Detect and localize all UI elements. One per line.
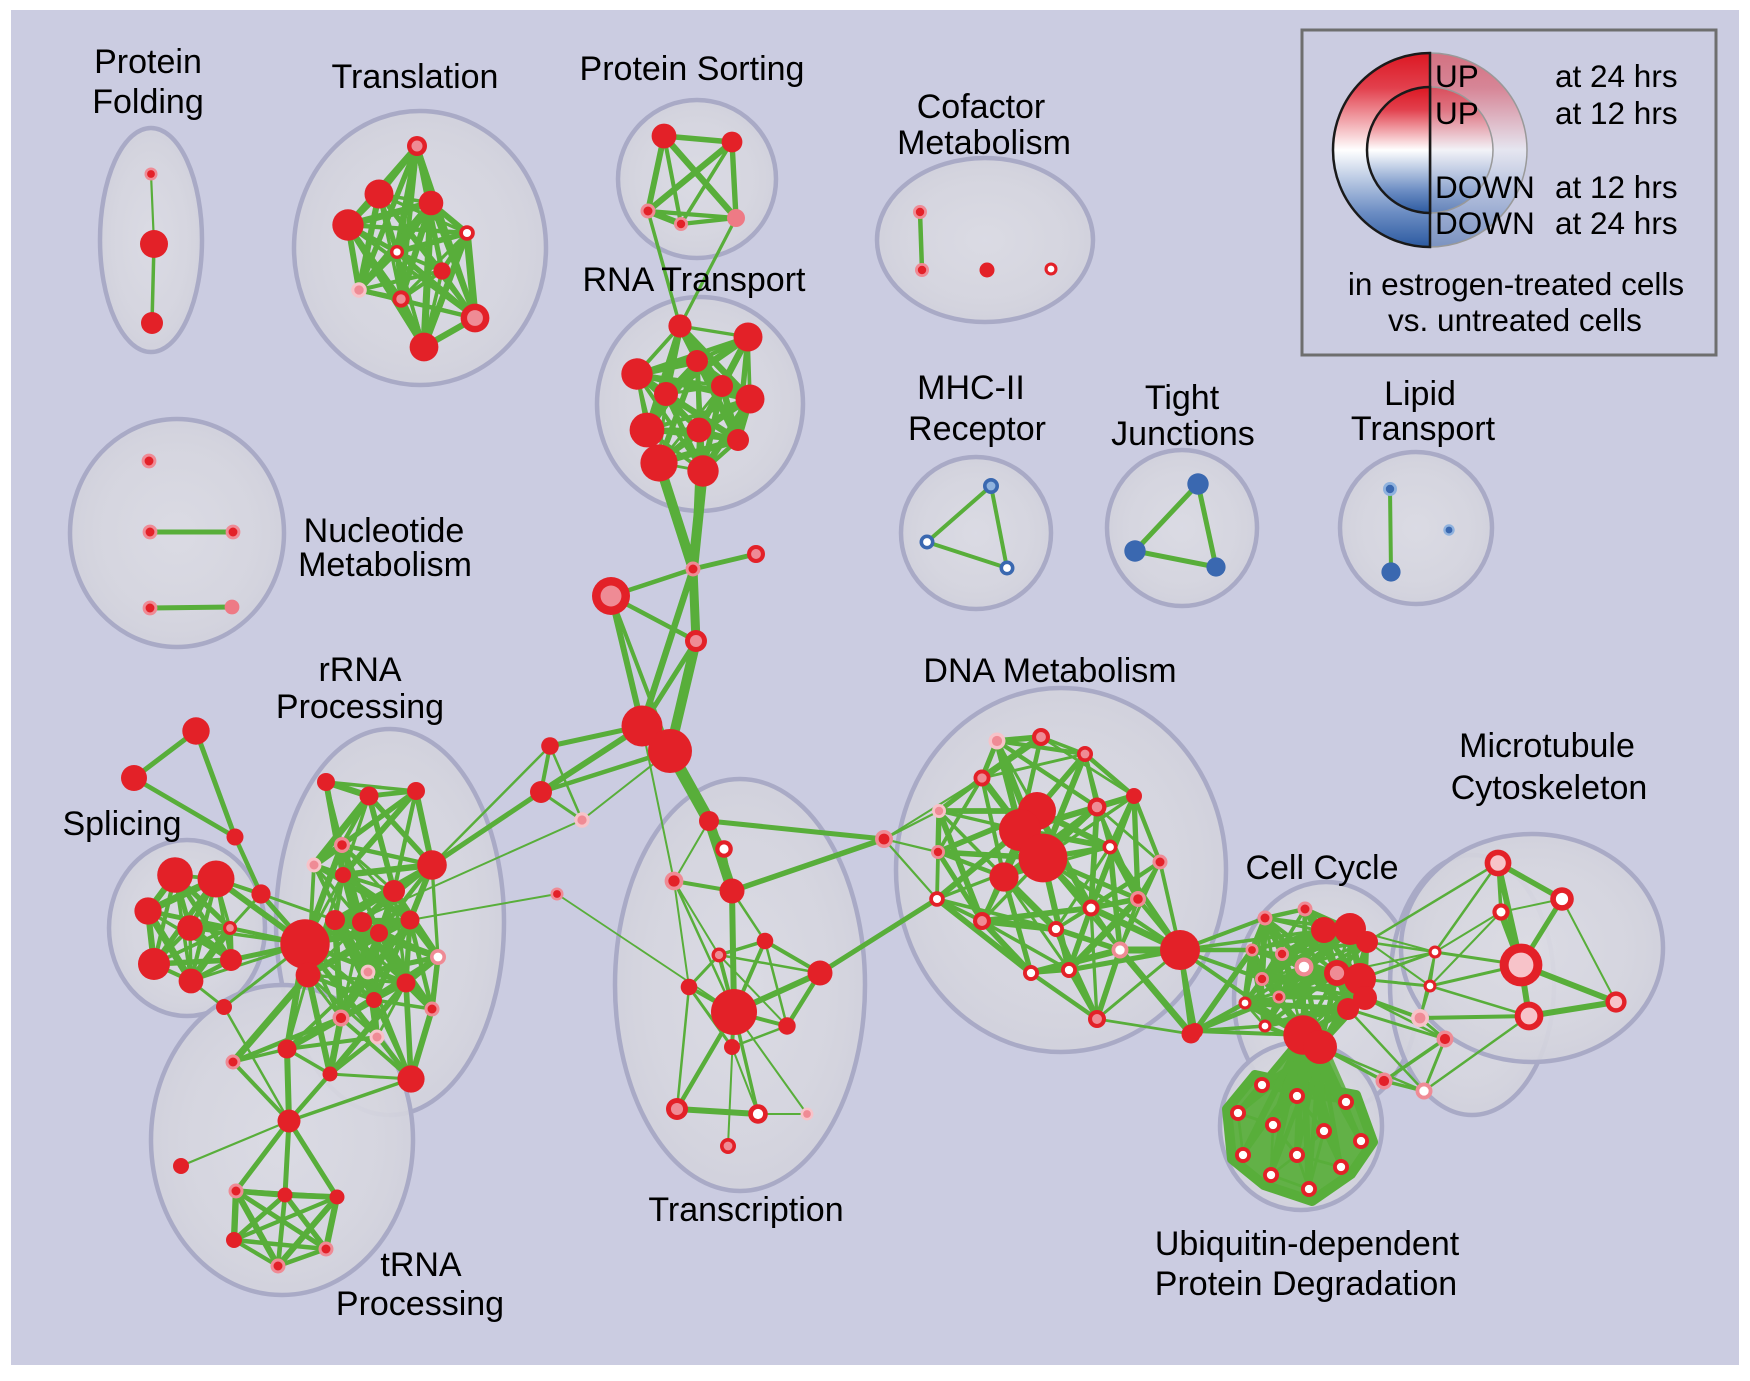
svg-text:Tight: Tight bbox=[1145, 379, 1220, 417]
svg-text:Receptor: Receptor bbox=[908, 410, 1046, 448]
svg-text:Protein Degradation: Protein Degradation bbox=[1155, 1265, 1457, 1303]
svg-text:Junctions: Junctions bbox=[1111, 415, 1255, 453]
svg-text:Protein Sorting: Protein Sorting bbox=[580, 50, 805, 88]
svg-text:Lipid: Lipid bbox=[1384, 375, 1456, 413]
svg-text:Translation: Translation bbox=[332, 58, 499, 96]
svg-text:at 12 hrs: at 12 hrs bbox=[1555, 95, 1678, 131]
svg-text:Transcription: Transcription bbox=[648, 1191, 843, 1229]
svg-text:Cytoskeleton: Cytoskeleton bbox=[1451, 769, 1648, 807]
svg-text:Cell Cycle: Cell Cycle bbox=[1245, 849, 1398, 887]
svg-text:Splicing: Splicing bbox=[62, 805, 181, 843]
svg-text:Nucleotide: Nucleotide bbox=[304, 512, 465, 550]
svg-text:tRNA: tRNA bbox=[380, 1246, 462, 1284]
svg-text:rRNA: rRNA bbox=[318, 651, 401, 689]
svg-text:Protein: Protein bbox=[94, 43, 202, 81]
svg-text:vs. untreated cells: vs. untreated cells bbox=[1388, 302, 1642, 338]
svg-text:UP: UP bbox=[1435, 58, 1479, 94]
svg-text:in estrogen-treated cells: in estrogen-treated cells bbox=[1348, 266, 1684, 302]
svg-text:Metabolism: Metabolism bbox=[298, 546, 472, 584]
svg-text:RNA Transport: RNA Transport bbox=[583, 261, 807, 299]
svg-text:DNA Metabolism: DNA Metabolism bbox=[923, 652, 1176, 690]
svg-text:DOWN: DOWN bbox=[1435, 205, 1535, 241]
svg-text:Metabolism: Metabolism bbox=[897, 124, 1071, 162]
svg-text:UP: UP bbox=[1435, 95, 1479, 131]
svg-text:Cofactor: Cofactor bbox=[917, 88, 1046, 126]
svg-text:Processing: Processing bbox=[336, 1285, 504, 1323]
svg-text:Transport: Transport bbox=[1351, 410, 1496, 448]
svg-text:DOWN: DOWN bbox=[1435, 169, 1535, 205]
svg-text:at 24 hrs: at 24 hrs bbox=[1555, 58, 1678, 94]
svg-text:at 12 hrs: at 12 hrs bbox=[1555, 169, 1678, 205]
svg-text:Processing: Processing bbox=[276, 688, 444, 726]
svg-text:Microtubule: Microtubule bbox=[1459, 727, 1635, 765]
svg-text:at 24 hrs: at 24 hrs bbox=[1555, 205, 1678, 241]
svg-text:Ubiquitin-dependent: Ubiquitin-dependent bbox=[1155, 1225, 1460, 1263]
svg-text:MHC-II: MHC-II bbox=[917, 369, 1025, 407]
svg-text:Folding: Folding bbox=[92, 83, 204, 121]
